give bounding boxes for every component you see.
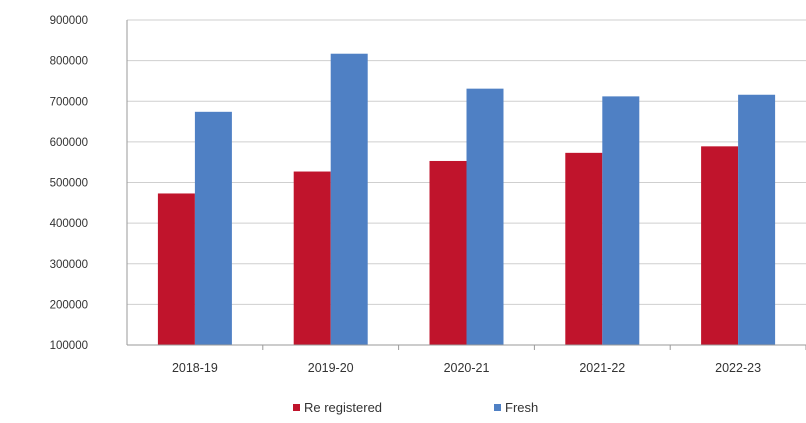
x-tick-label-2018-19: 2018-19 <box>172 361 218 375</box>
y-tick-label-100000: 100000 <box>50 340 88 352</box>
legend-label-re-registered: Re registered <box>304 400 382 415</box>
bar-fresh-2018-19 <box>195 112 232 345</box>
x-tick-label-2021-22: 2021-22 <box>579 361 625 375</box>
bar-re-registered-2020-21 <box>430 161 467 345</box>
legend-swatch-fresh <box>494 404 501 411</box>
y-tick-label-400000: 400000 <box>50 218 88 230</box>
y-tick-label-600000: 600000 <box>50 137 88 149</box>
y-tick-label-200000: 200000 <box>50 299 88 311</box>
bar-re-registered-2018-19 <box>158 193 195 345</box>
bar-re-registered-2021-22 <box>565 153 602 345</box>
bar-fresh-2020-21 <box>467 89 504 345</box>
x-tick-label-2020-21: 2020-21 <box>444 361 490 375</box>
y-tick-label-300000: 300000 <box>50 259 88 271</box>
bar-re-registered-2022-23 <box>701 146 738 345</box>
legend-swatch-re-registered <box>293 404 300 411</box>
y-tick-label-500000: 500000 <box>50 178 88 190</box>
y-tick-label-900000: 900000 <box>50 15 88 27</box>
y-tick-label-700000: 700000 <box>50 96 88 108</box>
legend-item-fresh: Fresh <box>494 400 538 415</box>
bar-fresh-2021-22 <box>602 96 639 345</box>
y-tick-label-800000: 800000 <box>50 56 88 68</box>
x-tick-label-2019-20: 2019-20 <box>308 361 354 375</box>
legend-item-re-registered: Re registered <box>293 400 382 415</box>
legend-label-fresh: Fresh <box>505 400 538 415</box>
bar-fresh-2019-20 <box>331 54 368 345</box>
legend: Re registered Fresh <box>0 400 806 420</box>
x-tick-label-2022-23: 2022-23 <box>715 361 761 375</box>
bar-fresh-2022-23 <box>738 95 775 345</box>
bar-re-registered-2019-20 <box>294 172 331 345</box>
